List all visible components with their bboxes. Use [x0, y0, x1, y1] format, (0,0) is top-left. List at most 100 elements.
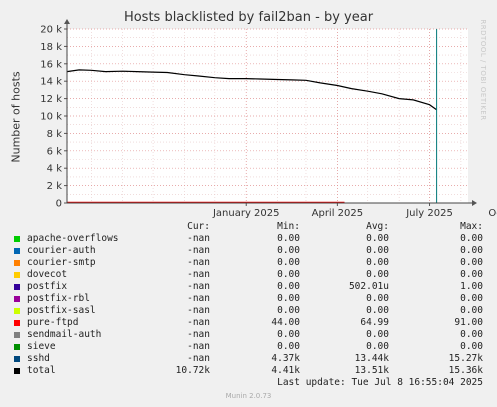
legend-swatch: [14, 236, 20, 242]
legend-name: apache-overflows: [27, 233, 119, 244]
legend-cur: -nan: [187, 293, 210, 304]
munin-version: Munin 2.0.73: [225, 392, 272, 400]
header-cur: Cur:: [187, 221, 210, 232]
legend-avg: 0.00: [366, 233, 389, 244]
x-tick-label: January 2025: [212, 208, 280, 219]
legend-name: courier-auth: [27, 245, 96, 256]
legend-avg: 64.99: [360, 317, 389, 328]
legend-cur: -nan: [187, 329, 210, 340]
legend-row-sendmail-auth: sendmail-auth -nan 0.00 0.00 0.00: [0, 329, 497, 341]
legend-max: 0.00: [460, 257, 483, 268]
legend-rows: apache-overflows -nan 0.00 0.00 0.00 courier-…: [0, 233, 497, 377]
legend-swatch: [14, 296, 20, 302]
legend-swatch: [14, 272, 20, 278]
line-chart: 0 2 k 4 k 6 k 8 k 10 k 12 k 14 k 16 k 18 k 20 k Ja…: [40, 19, 497, 219]
x-axis-arrow: [472, 200, 477, 206]
legend-min: 4.37k: [271, 353, 300, 364]
legend-name: dovecot: [27, 269, 68, 280]
legend-min: 0.00: [277, 305, 300, 316]
legend-name: postfix-rbl: [27, 293, 90, 304]
legend-avg: 0.00: [366, 269, 389, 280]
legend-cur: -nan: [187, 281, 210, 292]
legend-row-courier-smtp: courier-smtp -nan 0.00 0.00 0.00: [0, 257, 497, 269]
legend-max: 0.00: [460, 305, 483, 316]
legend-header: Cur: Min: Avg: Max:: [0, 221, 497, 233]
legend-name: total: [27, 365, 56, 376]
legend-swatch: [14, 260, 20, 266]
x-tick-label: July 2025: [405, 208, 453, 219]
y-axis-ticks: 0 2 k 4 k 6 k 8 k 10 k 12 k 14 k 16 k 18 k 20 k: [40, 25, 67, 210]
legend-max: 0.00: [460, 329, 483, 340]
x-axis-ticks: January 2025 April 2025 July 2025 October 2…: [212, 203, 497, 219]
y-tick-label: 10 k: [40, 112, 62, 123]
legend-avg: 0.00: [366, 305, 389, 316]
grid-lines: [67, 28, 468, 204]
legend-row-apache-overflows: apache-overflows -nan 0.00 0.00 0.00: [0, 233, 497, 245]
legend-min: 0.00: [277, 281, 300, 292]
legend-row-postfix-rbl: postfix-rbl -nan 0.00 0.00 0.00: [0, 293, 497, 305]
legend-swatch: [14, 344, 20, 350]
chart-title: Hosts blacklisted by fail2ban - by year: [123, 10, 374, 25]
legend-avg: 0.00: [366, 329, 389, 340]
legend-avg: 13.51k: [354, 365, 389, 376]
legend-row-total: total 10.72k 4.41k 13.51k 15.36k: [0, 365, 497, 377]
legend-avg: 13.44k: [354, 353, 389, 364]
legend-swatch: [14, 284, 20, 290]
legend-avg: 0.00: [366, 245, 389, 256]
legend-min: 44.00: [271, 317, 300, 328]
legend-name: sieve: [27, 341, 56, 352]
y-tick-label: 2 k: [47, 181, 63, 192]
series-line-total: [66, 69, 437, 111]
legend-row-postfix: postfix -nan 0.00 502.01u 1.00: [0, 281, 497, 293]
legend-cur: -nan: [187, 245, 210, 256]
legend-name: sendmail-auth: [27, 329, 102, 340]
x-tick-label: October 2025: [488, 208, 497, 219]
legend-row-dovecot: dovecot -nan 0.00 0.00 0.00: [0, 269, 497, 281]
y-axis-arrow: [64, 19, 70, 24]
legend-avg: 0.00: [366, 293, 389, 304]
legend-cur: -nan: [187, 341, 210, 352]
legend-min: 4.41k: [271, 365, 300, 376]
legend-min: 0.00: [277, 257, 300, 268]
legend-swatch: [14, 248, 20, 254]
legend-row-sieve: sieve -nan 0.00 0.00 0.00: [0, 341, 497, 353]
last-update: Last update: Tue Jul 8 16:55:04 2025: [277, 377, 483, 388]
legend-row-postfix-sasl: postfix-sasl -nan 0.00 0.00 0.00: [0, 305, 497, 317]
legend-cur: -nan: [187, 317, 210, 328]
y-tick-label: 14 k: [40, 77, 62, 88]
axes: [64, 19, 477, 206]
legend-name: pure-ftpd: [27, 317, 79, 328]
legend-max: 0.00: [460, 341, 483, 352]
legend-swatch: [14, 368, 20, 374]
legend-max: 91.00: [454, 317, 483, 328]
y-tick-label: 4 k: [47, 164, 63, 175]
legend-max: 15.27k: [448, 353, 483, 364]
legend-max: 1.00: [460, 281, 483, 292]
legend-swatch: [14, 308, 20, 314]
legend-min: 0.00: [277, 329, 300, 340]
legend-max: 0.00: [460, 233, 483, 244]
y-tick-label: 12 k: [40, 94, 62, 105]
legend-cur: -nan: [187, 353, 210, 364]
header-max: Max:: [460, 221, 483, 232]
header-avg: Avg:: [366, 221, 389, 232]
legend-cur: -nan: [187, 233, 210, 244]
legend-name: courier-smtp: [27, 257, 96, 268]
legend-cur: -nan: [187, 269, 210, 280]
y-tick-label: 18 k: [40, 42, 62, 53]
legend-min: 0.00: [277, 293, 300, 304]
legend-name: sshd: [27, 353, 50, 364]
legend-name: postfix-sasl: [27, 305, 96, 316]
legend-max: 0.00: [460, 245, 483, 256]
legend-table: Cur: Min: Avg: Max: apache-overflows -nan…: [0, 221, 497, 377]
legend-min: 0.00: [277, 233, 300, 244]
legend-row-pure-ftpd: pure-ftpd -nan 44.00 64.99 91.00: [0, 317, 497, 329]
legend-cur: -nan: [187, 257, 210, 268]
legend-max: 0.00: [460, 293, 483, 304]
legend-row-courier-auth: courier-auth -nan 0.00 0.00 0.00: [0, 245, 497, 257]
header-min: Min:: [277, 221, 300, 232]
legend-min: 0.00: [277, 269, 300, 280]
legend-swatch: [14, 332, 20, 338]
legend-min: 0.00: [277, 341, 300, 352]
legend-swatch: [14, 356, 20, 362]
